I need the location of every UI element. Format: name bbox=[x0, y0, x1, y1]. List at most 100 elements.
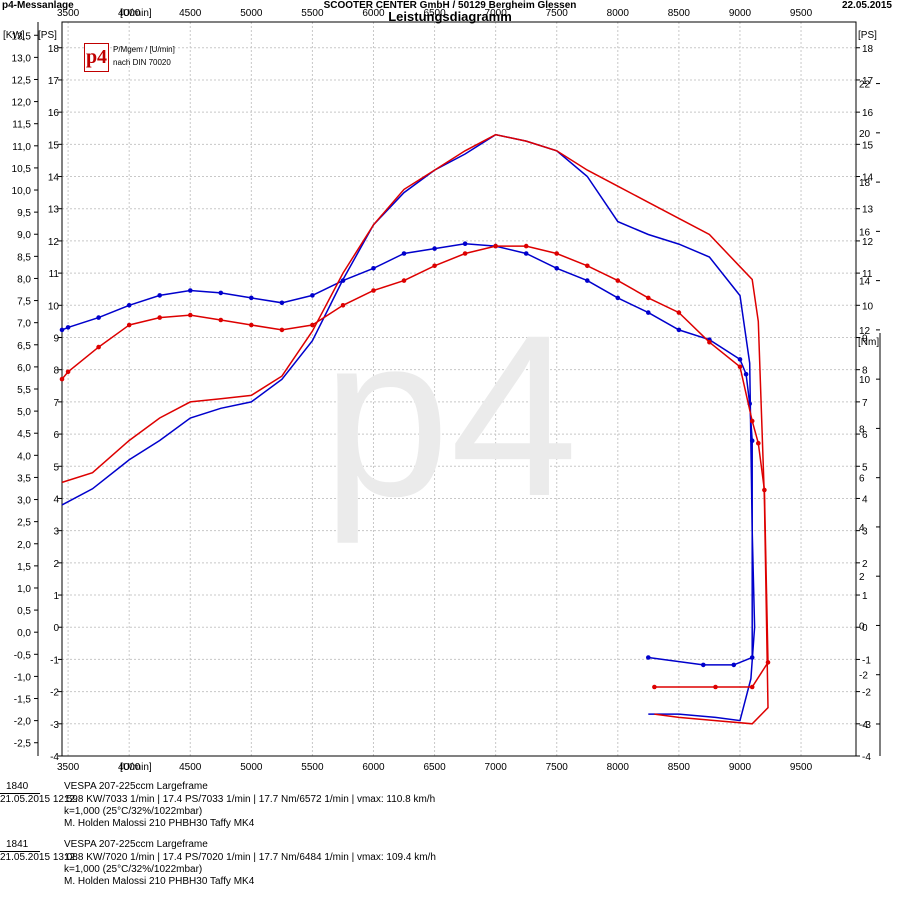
ps-tick-label-right: 6 bbox=[862, 430, 868, 441]
kw-tick-label: 12,0 bbox=[12, 98, 32, 109]
kw-tick-label: 10,0 bbox=[12, 186, 32, 197]
ps-tick-label-right: 15 bbox=[862, 140, 874, 151]
nm-tick-label: 14 bbox=[859, 277, 871, 288]
kw-tick-label: -2,5 bbox=[14, 739, 32, 750]
nm-tick-label: 20 bbox=[859, 129, 871, 140]
ps-tick-label-right: 5 bbox=[862, 462, 868, 473]
ps-tick-label-left: 13 bbox=[48, 205, 60, 216]
torque-point-1841 bbox=[765, 660, 771, 665]
plot-frame bbox=[61, 21, 857, 757]
ps-tick-label-right: 1 bbox=[862, 591, 868, 602]
ps-unit-label-right: [PS] bbox=[858, 30, 877, 41]
torque-point-1840 bbox=[646, 655, 651, 660]
x-tick-label-top: 7500 bbox=[546, 8, 569, 19]
nm-tick-label: 10 bbox=[859, 375, 871, 386]
kw-tick-label: 3,5 bbox=[17, 473, 31, 484]
torque-point-1840 bbox=[96, 315, 101, 320]
x-tick-label-top: 8000 bbox=[607, 8, 630, 19]
run-stats: 12.8 KW/7033 1/min | 17.4 PS/7033 1/min … bbox=[64, 794, 436, 805]
torque-point-1841 bbox=[615, 278, 621, 283]
run-id: 1841 bbox=[6, 839, 29, 850]
run-info-1841: 1841 21.05.2015 13:08 VESPA 207-225ccm L… bbox=[0, 839, 900, 899]
nm-tick-label: -2 bbox=[859, 671, 868, 682]
torque-point-1840 bbox=[615, 295, 621, 301]
ps-tick-label-left: 4 bbox=[53, 494, 59, 505]
torque-point-1841 bbox=[432, 263, 437, 269]
torque-point-1840 bbox=[701, 662, 706, 668]
kw-tick-label: -1,0 bbox=[14, 672, 32, 683]
run-conditions: k=1,000 (25°C/32%/1022mbar) bbox=[64, 864, 203, 875]
kw-tick-label: 1,0 bbox=[17, 584, 31, 595]
ps-tick-label-right: 3 bbox=[862, 527, 868, 538]
torque-point-1840 bbox=[310, 293, 315, 298]
axis-ticks bbox=[34, 22, 881, 757]
x-tick-label-bottom: 5500 bbox=[301, 762, 324, 773]
torque-point-1840 bbox=[749, 655, 755, 660]
torque-point-1840 bbox=[340, 278, 346, 283]
kw-tick-label: 10,5 bbox=[12, 164, 32, 175]
ps-tick-label-left: 3 bbox=[53, 527, 59, 538]
torque-point-1840 bbox=[249, 295, 254, 301]
kw-tick-label: 1,5 bbox=[17, 562, 31, 573]
torque-point-1841 bbox=[218, 317, 224, 323]
torque-point-1841 bbox=[462, 251, 468, 256]
run-divider bbox=[0, 851, 40, 852]
x-tick-label-top: 4500 bbox=[179, 8, 202, 19]
kw-tick-label: -0,5 bbox=[14, 650, 32, 661]
ps-tick-label-right: 0 bbox=[862, 623, 868, 634]
x-tick-label-bottom: 3500 bbox=[57, 762, 80, 773]
torque-point-1840 bbox=[646, 310, 651, 315]
ps-tick-label-left: 12 bbox=[48, 237, 60, 248]
ps-tick-label-right: 8 bbox=[862, 366, 868, 377]
torque-point-1841 bbox=[749, 418, 755, 424]
kw-unit-label: [KW] bbox=[3, 30, 25, 41]
nm-unit-label: [Nm] bbox=[858, 337, 879, 348]
torque-point-1841 bbox=[707, 339, 712, 345]
x-tick-label-top: 5000 bbox=[240, 8, 263, 19]
torque-point-1840 bbox=[218, 290, 224, 296]
run-setup: M. Holden Malossi 210 PHBH30 Taffy MK4 bbox=[64, 818, 255, 829]
torque-point-1841 bbox=[249, 322, 254, 328]
x-tick-label-top: 6500 bbox=[423, 8, 446, 19]
header-left: p4-Messanlage bbox=[2, 0, 74, 11]
torque-point-1840 bbox=[737, 357, 743, 362]
torque-point-1841 bbox=[652, 684, 657, 690]
torque-point-1841 bbox=[340, 303, 346, 308]
ps-tick-label-right: 11 bbox=[862, 269, 873, 280]
nm-tick-label: 18 bbox=[859, 178, 871, 189]
x-tick-label-top: 3500 bbox=[57, 8, 80, 19]
ps-tick-label-left: 17 bbox=[48, 76, 60, 87]
torque-point-1840 bbox=[432, 246, 437, 251]
torque-point-1840 bbox=[523, 251, 529, 256]
torque-point-1841 bbox=[676, 310, 682, 315]
kw-tick-label: 9,5 bbox=[17, 208, 31, 219]
run-time: 13:08 bbox=[52, 852, 78, 863]
torque-point-1841 bbox=[59, 376, 65, 382]
torque-point-1841 bbox=[65, 369, 71, 375]
torque-point-1841 bbox=[493, 243, 498, 249]
torque-point-1841 bbox=[762, 487, 767, 493]
ps-tick-label-right: 18 bbox=[862, 44, 874, 55]
ps-tick-label-right: -3 bbox=[862, 720, 871, 731]
x-tick-label-bottom: 9000 bbox=[729, 762, 752, 773]
kw-tick-label: 13,0 bbox=[12, 53, 32, 64]
x-tick-label-top: 9000 bbox=[729, 8, 752, 19]
kw-tick-label: 4,0 bbox=[17, 451, 31, 462]
torque-point-1840 bbox=[126, 303, 132, 308]
x-tick-label-top: 5500 bbox=[301, 8, 324, 19]
x-tick-label-top: 9500 bbox=[790, 8, 813, 19]
x-tick-label-bottom: 4000 bbox=[118, 762, 141, 773]
legend-units: P/Mgem / [U/min] bbox=[113, 45, 175, 54]
ps-tick-label-left: 6 bbox=[53, 430, 59, 441]
kw-tick-label: 6,5 bbox=[17, 341, 31, 352]
torque-point-1841 bbox=[585, 263, 590, 269]
kw-tick-label: 11,5 bbox=[12, 120, 31, 131]
ps-unit-label-left: [PS] bbox=[38, 30, 57, 41]
ps-tick-label-left: 7 bbox=[53, 398, 59, 409]
ps-tick-label-left: 8 bbox=[53, 366, 59, 377]
torque-point-1840 bbox=[188, 288, 193, 293]
torque-point-1840 bbox=[65, 325, 71, 330]
torque-point-1840 bbox=[279, 300, 285, 306]
ps-tick-label-right: 12 bbox=[862, 237, 874, 248]
torque-point-1841 bbox=[371, 288, 376, 293]
